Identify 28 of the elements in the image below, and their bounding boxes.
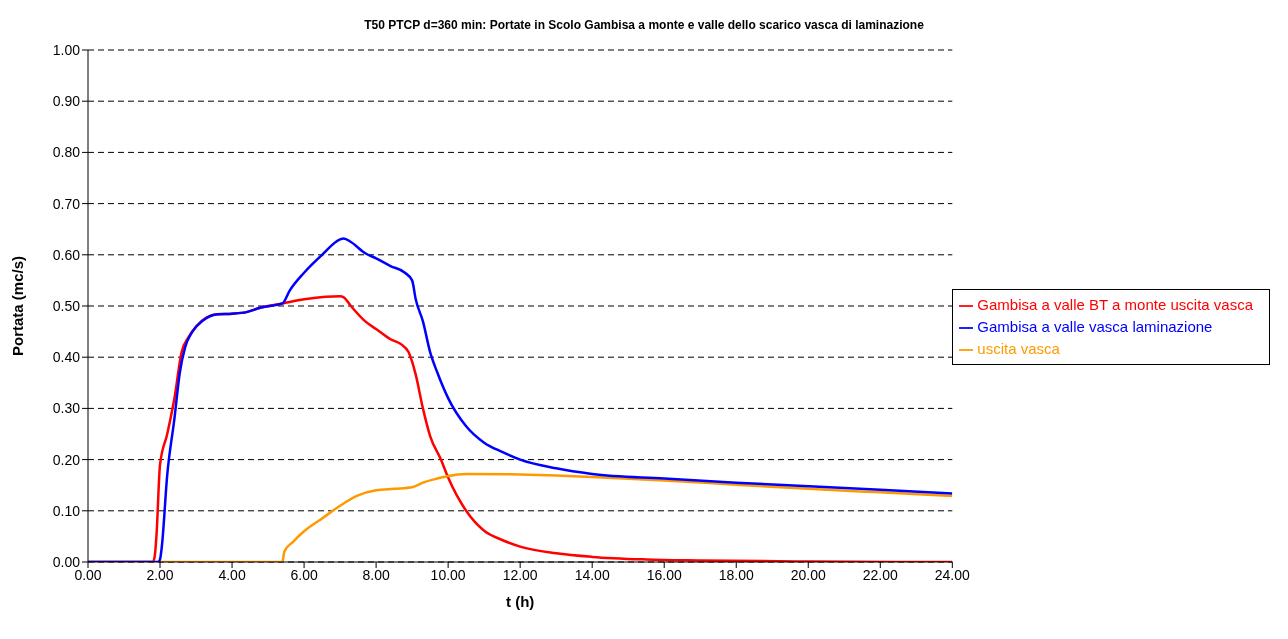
y-tick-label: 0.40 — [52, 349, 81, 366]
x-tick-label: 2.00 — [146, 566, 174, 583]
y-tick-label: 0.90 — [52, 93, 81, 110]
x-tick-label: 12.00 — [502, 566, 538, 583]
y-tick-label: 0.50 — [52, 297, 81, 314]
x-tick-label: 24.00 — [934, 566, 971, 583]
x-tick-label: 14.00 — [574, 566, 610, 583]
y-tick-label: 0.70 — [52, 195, 81, 212]
x-tick-label: 10.00 — [430, 566, 466, 583]
chart-title: T50 PTCP d=360 min: Portate in Scolo Gambisa a monte e valle dello scarico vasca di laminazione — [363, 18, 925, 32]
x-tick-label: 18.00 — [718, 566, 754, 583]
x-tick-label: 20.00 — [790, 566, 826, 583]
y-tick-label: 1.00 — [52, 41, 81, 58]
x-tick-label: 6.00 — [290, 566, 318, 583]
y-tick-label: 0.30 — [52, 400, 81, 417]
y-axis-title: Portata (mc/s) — [9, 255, 27, 357]
y-tick-label: 0.80 — [52, 144, 81, 161]
y-tick-label: 0.10 — [52, 502, 81, 519]
x-tick-label: 8.00 — [362, 566, 390, 583]
legend-label: Gambisa a valle BT a monte uscita vasca — [977, 296, 1253, 313]
legend-label: Gambisa a valle vasca laminazione — [977, 318, 1213, 335]
y-tick-label: 0.60 — [52, 246, 81, 263]
y-tick-label: 0.20 — [52, 451, 81, 468]
x-tick-label: 22.00 — [862, 566, 899, 583]
x-tick-label: 4.00 — [218, 566, 246, 583]
x-axis-title: t (h) — [505, 593, 535, 610]
x-tick-label: 16.00 — [646, 566, 682, 583]
legend-label: uscita vasca — [977, 340, 1060, 357]
